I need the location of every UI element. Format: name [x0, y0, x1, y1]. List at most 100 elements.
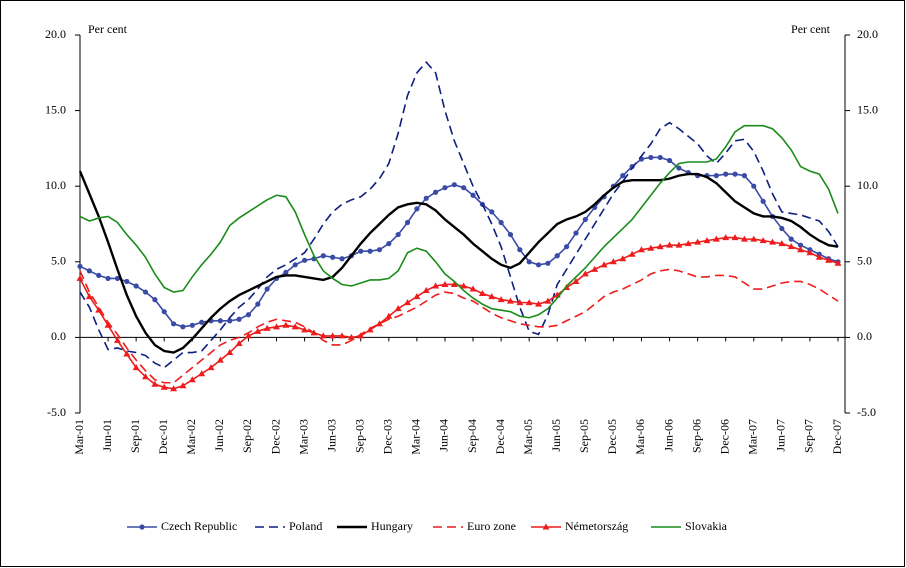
data-point — [366, 326, 374, 333]
data-point — [170, 321, 177, 327]
data-point — [142, 373, 150, 380]
x-tick-label: Dec-05 — [605, 419, 619, 454]
data-point — [740, 235, 748, 242]
data-point — [310, 329, 318, 336]
data-point — [263, 324, 271, 331]
data-point — [339, 256, 345, 262]
x-tick-label: Sep-02 — [240, 419, 254, 453]
data-point — [245, 312, 252, 318]
y2-tick-label: -5.0 — [857, 405, 876, 419]
x-tick-label: Dec-07 — [830, 419, 844, 454]
y-tick-label: 15.0 — [45, 102, 66, 116]
data-point — [609, 258, 617, 265]
data-point — [731, 234, 739, 241]
data-point — [825, 256, 833, 263]
data-point — [385, 312, 393, 319]
data-point — [506, 297, 514, 304]
x-tick-label: Jun-03 — [324, 419, 338, 452]
data-point — [133, 283, 139, 289]
data-point — [442, 185, 448, 191]
data-point — [507, 231, 514, 238]
data-point — [488, 293, 496, 300]
data-point — [132, 364, 140, 371]
x-tick-label: Sep-07 — [802, 419, 816, 453]
data-point — [282, 321, 290, 328]
data-point — [413, 293, 421, 300]
data-point — [358, 248, 364, 254]
y-axis-label: Per cent — [88, 22, 128, 36]
y2-axis-label: Per cent — [791, 22, 831, 36]
data-point — [236, 316, 242, 322]
y2-tick-label: 5.0 — [857, 254, 872, 268]
data-point — [161, 309, 167, 315]
data-point — [114, 275, 121, 282]
data-point — [142, 289, 149, 295]
legend-item: Poland — [255, 519, 322, 533]
legend-item: Czech Republic — [127, 519, 237, 533]
data-point — [647, 244, 655, 251]
x-tick-label: Mar-04 — [409, 419, 423, 455]
x-tick-label: Sep-04 — [465, 419, 479, 453]
data-point — [656, 243, 664, 250]
data-point — [544, 297, 552, 304]
data-point — [404, 299, 412, 306]
data-point — [198, 370, 206, 377]
x-tick-label: Jun-06 — [661, 419, 675, 452]
x-tick-label: Mar-06 — [633, 419, 647, 455]
data-point — [788, 236, 794, 242]
data-point — [619, 255, 627, 262]
data-point — [628, 250, 636, 257]
data-point — [760, 198, 766, 204]
data-point — [573, 230, 579, 236]
data-point — [217, 318, 223, 324]
data-point — [675, 241, 683, 248]
data-point — [469, 285, 477, 292]
series — [78, 170, 839, 354]
data-point — [244, 332, 252, 339]
data-point — [179, 382, 187, 389]
data-point — [741, 173, 748, 179]
data-point — [254, 327, 262, 334]
data-point — [255, 301, 261, 307]
data-point — [292, 262, 298, 268]
data-point — [684, 240, 692, 247]
x-tick-label: Jun-02 — [212, 419, 226, 452]
data-point — [329, 332, 337, 339]
data-point — [470, 192, 476, 198]
data-point — [815, 253, 823, 260]
x-tick-label: Sep-03 — [352, 419, 366, 453]
data-point — [498, 219, 504, 226]
data-point — [367, 248, 373, 254]
data-point — [768, 238, 776, 245]
data-point — [516, 299, 524, 306]
data-point — [666, 157, 673, 164]
x-tick-label: Dec-02 — [268, 419, 282, 454]
data-point — [806, 249, 814, 256]
x-tick-label: Sep-01 — [128, 419, 142, 453]
x-tick-label: Dec-06 — [717, 419, 731, 454]
x-tick-label: Mar-07 — [746, 419, 760, 455]
data-point — [732, 171, 738, 177]
series-line — [79, 124, 839, 319]
data-point — [376, 247, 383, 253]
data-point — [273, 323, 281, 330]
data-point — [723, 171, 729, 177]
legend-item: Németország — [531, 519, 628, 533]
data-point — [489, 209, 495, 215]
data-point — [188, 376, 196, 383]
x-tick-label: Mar-02 — [184, 419, 198, 455]
data-point — [199, 319, 205, 325]
y-tick-label: 10.0 — [45, 178, 66, 192]
data-point — [180, 324, 186, 330]
data-point — [95, 306, 103, 313]
data-point — [301, 326, 309, 333]
data-point — [461, 185, 467, 191]
data-point — [105, 275, 111, 282]
data-point — [600, 261, 608, 268]
data-point — [676, 165, 682, 171]
data-point — [751, 183, 757, 189]
data-point — [216, 356, 224, 363]
legend-item: Hungary — [337, 519, 413, 533]
data-point — [834, 259, 842, 266]
